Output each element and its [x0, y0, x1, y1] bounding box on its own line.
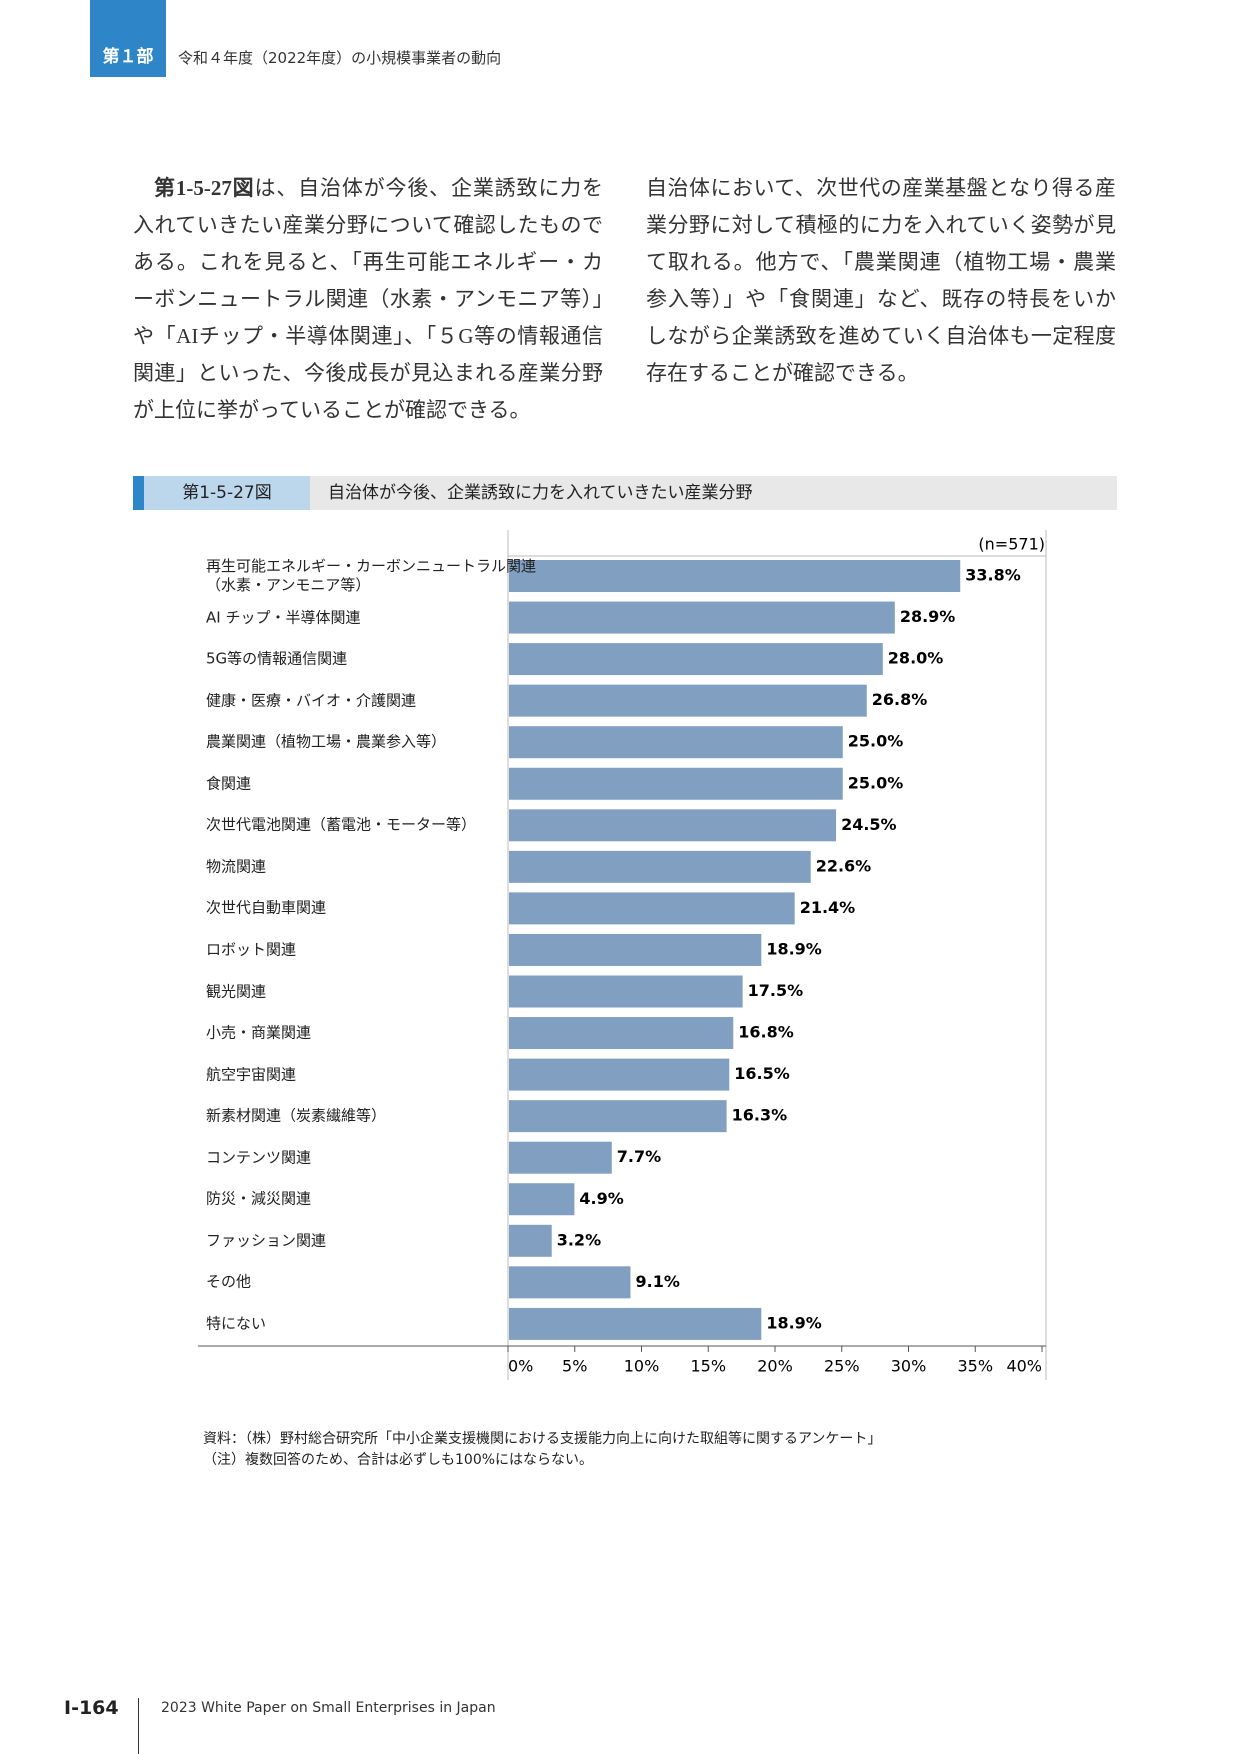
category-label: 物流関連: [206, 857, 267, 876]
x-tick-label: 0%: [508, 1357, 533, 1376]
x-tick-label: 35%: [957, 1357, 993, 1376]
value-label: 3.2%: [557, 1230, 601, 1249]
bar: [509, 1224, 552, 1257]
bar: [509, 1307, 762, 1340]
source: 資料：（株）野村総合研究所「中小企業支援機関における支援能力向上に向けた取組等に…: [203, 1431, 882, 1447]
x-tick-label: 30%: [891, 1357, 927, 1376]
x-tick-label: 5%: [562, 1357, 587, 1376]
footer-rule: [138, 1698, 139, 1754]
x-tick-label: 40%: [1006, 1357, 1042, 1376]
bar: [509, 850, 811, 883]
category-label: ロボット関連: [206, 940, 297, 959]
bar: [509, 643, 883, 676]
bar: [509, 726, 843, 759]
value-label: 18.9%: [766, 939, 822, 958]
bar: [509, 1017, 734, 1050]
value-label: 16.8%: [738, 1023, 794, 1042]
body-right: 自治体において、次世代の産業基盤となり得る産業分野に対して積極的に力を入れていく…: [646, 176, 1116, 385]
bar: [509, 1100, 727, 1133]
category-label: 小売・商業関連: [206, 1023, 312, 1042]
value-label: 22.6%: [816, 856, 872, 875]
category-label: 再生可能エネルギー・カーボンニュートラル関連 （水素・アンモニア等）: [206, 557, 537, 594]
header-title: 令和４年度（2022年度）の小規模事業者の動向: [178, 49, 502, 67]
bar: [509, 601, 895, 634]
page-number: Ⅰ-164: [64, 1697, 119, 1719]
note: （注）複数回答のため、合計は必ずしも100%にはならない。: [203, 1452, 594, 1468]
value-label: 28.0%: [888, 649, 944, 668]
footer-title: 2023 White Paper on Small Enterprises in…: [161, 1700, 496, 1716]
category-label: 航空宇宙関連: [206, 1065, 297, 1084]
bar: [509, 767, 843, 800]
value-label: 7.7%: [617, 1147, 661, 1166]
category-label: 農業関連（植物工場・農業参入等）: [206, 732, 447, 751]
x-tick-label: 25%: [824, 1357, 860, 1376]
value-label: 18.9%: [766, 1313, 822, 1332]
category-label: 観光関連: [206, 982, 267, 1000]
part-label: 第１部: [102, 47, 154, 67]
value-label: 33.8%: [965, 566, 1021, 585]
figure-title: 自治体が今後、企業誘致に力を入れていきたい産業分野: [328, 483, 753, 503]
body-left: 第1-5-27図は、自治体が今後、企業誘致に力を入れていきたい産業分野について確…: [133, 170, 603, 429]
category-label: ファッション関連: [206, 1231, 327, 1250]
category-label: 健康・医療・バイオ・介護関連: [206, 691, 417, 710]
value-label: 16.3%: [732, 1106, 788, 1125]
body-text: は、自治体が今後、企業誘致に力を入れていきたい産業分野について確認したものである…: [133, 176, 603, 422]
category-label: 次世代電池関連（蓄電池・モーター等）: [206, 815, 477, 834]
bar: [509, 809, 837, 842]
value-label: 25.0%: [848, 732, 904, 751]
category-label: 食関連: [206, 774, 252, 793]
category-label: 新素材関連（炭素繊維等）: [206, 1106, 387, 1125]
category-label: コンテンツ関連: [206, 1148, 312, 1167]
value-label: 4.9%: [579, 1189, 623, 1208]
category-label: 防災・減災関連: [206, 1189, 312, 1208]
body-lead: 第1-5-27図: [154, 176, 255, 200]
bar: [509, 1058, 730, 1091]
value-label: 25.0%: [848, 773, 904, 792]
category-label: AI チップ・半導体関連: [206, 608, 361, 627]
x-tick-label: 10%: [624, 1357, 660, 1376]
bar: [509, 892, 795, 925]
figure-tab: [133, 476, 144, 510]
value-label: 26.8%: [872, 690, 928, 709]
bar: [509, 975, 743, 1008]
category-label: 5G等の情報通信関連: [206, 649, 348, 668]
bar: [509, 684, 867, 717]
value-label: 17.5%: [748, 981, 804, 1000]
bar: [509, 933, 762, 966]
annotation: (n=571): [978, 535, 1045, 554]
value-label: 24.5%: [841, 815, 897, 834]
value-label: 28.9%: [900, 607, 956, 626]
figure-label: 第1-5-27図: [144, 476, 310, 510]
bar: [509, 1183, 575, 1216]
bar: [509, 1266, 631, 1299]
bar: [509, 1141, 612, 1174]
bar: [509, 560, 961, 592]
part-badge: 第１部: [90, 0, 166, 77]
value-label: 16.5%: [734, 1064, 790, 1083]
value-label: 9.1%: [635, 1272, 679, 1291]
x-tick-label: 15%: [690, 1357, 726, 1376]
x-tick-label: 20%: [757, 1357, 793, 1376]
category-label: 特にない: [206, 1314, 267, 1333]
value-label: 21.4%: [800, 898, 856, 917]
category-label: 次世代自動車関連: [206, 898, 327, 917]
category-label: その他: [206, 1272, 252, 1291]
